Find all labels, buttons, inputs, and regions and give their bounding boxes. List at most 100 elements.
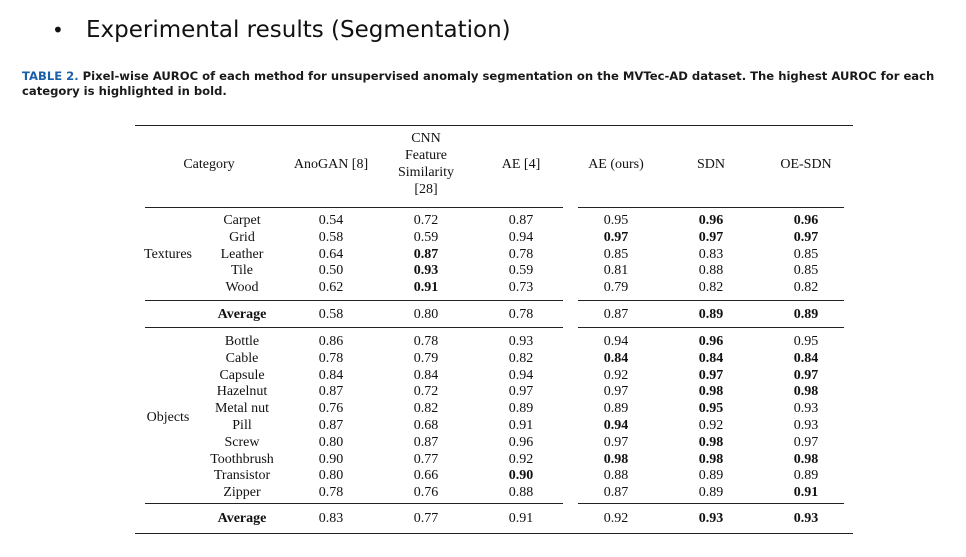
value-cell: 0.78 [508, 246, 534, 262]
value-cell: 0.84 [318, 367, 344, 383]
table-caption-text: Pixel-wise AUROC of each method for unsu… [22, 69, 935, 98]
category-cell: Leather [220, 246, 264, 262]
value-cell: 0.89 [603, 401, 629, 417]
value-cell: 0.90 [318, 451, 344, 467]
value-cell: 0.85 [793, 246, 819, 262]
value-cell: 0.98 [793, 384, 819, 400]
group-label: Textures [143, 246, 193, 262]
value-cell: 0.93 [413, 263, 439, 279]
value-cell: 0.82 [793, 280, 819, 296]
header-cell: AnoGAN [8] [293, 156, 369, 172]
value-cell: 0.89 [698, 485, 724, 501]
value-cell: 0.95 [603, 213, 629, 228]
value-cell: 0.84 [603, 350, 629, 366]
value-cell: 0.97 [793, 367, 819, 383]
value-cell: 0.96 [793, 213, 819, 228]
value-cell: 0.89 [508, 401, 534, 417]
value-cell: 0.76 [413, 485, 439, 501]
table-bottom-rule [135, 533, 853, 534]
value-cell: 0.85 [793, 263, 819, 279]
group-rule-left [145, 327, 563, 328]
category-cell: Grid [229, 229, 255, 245]
average-rule-left [145, 300, 563, 301]
value-cell: 0.93 [793, 401, 819, 417]
value-cell: 0.82 [698, 280, 724, 296]
category-cell: Bottle [224, 334, 260, 349]
value-cell: 0.97 [603, 434, 629, 450]
average-value: 0.87 [603, 307, 629, 322]
header-cell: OE-SDN [780, 156, 832, 172]
value-cell: 0.96 [698, 213, 724, 228]
value-cell: 0.94 [508, 229, 534, 245]
value-cell: 0.93 [508, 334, 534, 349]
value-cell: 0.87 [413, 246, 439, 262]
value-cell: 0.72 [413, 384, 439, 400]
value-cell: 0.59 [508, 263, 534, 279]
value-cell: 0.98 [698, 451, 724, 467]
value-cell: 0.87 [508, 213, 534, 228]
value-cell: 0.80 [318, 468, 344, 484]
value-cell: 0.91 [508, 418, 534, 433]
table-caption-label: TABLE 2. [22, 69, 79, 83]
value-cell: 0.88 [603, 468, 629, 484]
value-cell: 0.87 [318, 418, 344, 433]
category-cell: Carpet [223, 213, 261, 228]
value-cell: 0.64 [318, 246, 344, 262]
value-cell: 0.73 [508, 280, 534, 296]
value-cell: 0.97 [698, 229, 724, 245]
value-cell: 0.81 [603, 263, 629, 279]
value-cell: 0.68 [413, 418, 439, 433]
value-cell: 0.98 [793, 451, 819, 467]
average-rule-right [578, 300, 844, 301]
table-caption: TABLE 2. Pixel-wise AUROC of each method… [22, 69, 962, 99]
value-cell: 0.88 [698, 263, 724, 279]
value-cell: 0.97 [508, 384, 534, 400]
value-cell: 0.79 [413, 350, 439, 366]
value-cell: 0.87 [318, 384, 344, 400]
value-cell: 0.78 [413, 334, 439, 349]
category-cell: Pill [232, 418, 252, 433]
category-cell: Hazelnut [216, 384, 268, 400]
value-cell: 0.94 [508, 367, 534, 383]
header-cell: CNN Feature Similarity [28] [398, 131, 454, 197]
value-cell: 0.93 [793, 418, 819, 433]
header-rule-left [145, 207, 563, 208]
value-cell: 0.98 [698, 434, 724, 450]
value-cell: 0.79 [603, 280, 629, 296]
value-cell: 0.92 [508, 451, 534, 467]
average-value: 0.77 [413, 511, 439, 526]
value-cell: 0.98 [698, 384, 724, 400]
category-cell: Tile [230, 263, 254, 279]
average-value: 0.92 [603, 511, 629, 526]
header-cell: AE (ours) [588, 156, 644, 172]
value-cell: 0.84 [793, 350, 819, 366]
value-cell: 0.95 [698, 401, 724, 417]
value-cell: 0.78 [318, 485, 344, 501]
value-cell: 0.80 [318, 434, 344, 450]
value-cell: 0.92 [698, 418, 724, 433]
category-cell: Screw [224, 434, 260, 450]
average-value: 0.93 [793, 511, 819, 526]
bullet-icon: • [52, 18, 64, 42]
value-cell: 0.91 [413, 280, 439, 296]
slide-title-text: Experimental results (Segmentation) [86, 17, 511, 43]
value-cell: 0.86 [318, 334, 344, 349]
value-cell: 0.87 [603, 485, 629, 501]
category-cell: Capsule [219, 367, 265, 383]
value-cell: 0.98 [603, 451, 629, 467]
value-cell: 0.77 [413, 451, 439, 467]
average-label: Average [217, 307, 267, 322]
value-cell: 0.76 [318, 401, 344, 417]
average-value: 0.78 [508, 307, 534, 322]
value-cell: 0.82 [413, 401, 439, 417]
value-cell: 0.92 [603, 367, 629, 383]
value-cell: 0.50 [318, 263, 344, 279]
value-cell: 0.59 [413, 229, 439, 245]
average-value: 0.80 [413, 307, 439, 322]
value-cell: 0.96 [698, 334, 724, 349]
category-cell: Transistor [213, 468, 271, 484]
value-cell: 0.84 [413, 367, 439, 383]
average-value: 0.83 [318, 511, 344, 526]
category-cell: Wood [225, 280, 259, 296]
value-cell: 0.72 [413, 213, 439, 228]
